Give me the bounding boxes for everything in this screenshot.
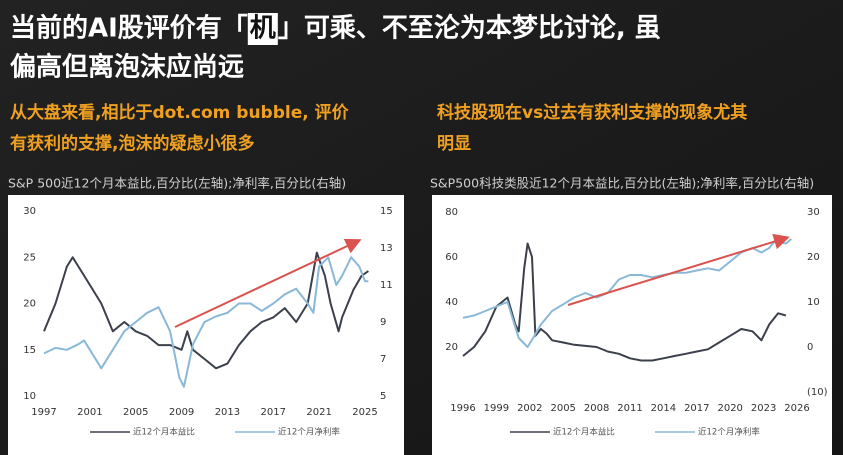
x-tick-label: 2005 xyxy=(550,403,575,414)
y-tick-label: 10 xyxy=(23,391,36,402)
chart-panel xyxy=(8,195,404,455)
y2-tick-label: 15 xyxy=(380,206,393,217)
x-tick-label: 2020 xyxy=(717,403,742,414)
y-tick-label: 30 xyxy=(23,206,36,217)
note: 明显 xyxy=(437,134,471,154)
y2-tick-label: 30 xyxy=(807,207,820,218)
chart-title: S&P 500近12个月本益比,百分比(左轴);净利率,百分比(右轴) xyxy=(8,176,346,191)
y2-tick-label: 9 xyxy=(380,317,386,328)
chart-title: S&P500科技类股近12个月本益比,百分比(左轴);净利率,百分比(右轴) xyxy=(430,176,814,191)
data-line xyxy=(43,256,369,388)
y-tick-label: 20 xyxy=(23,299,36,310)
x-tick-label: 2002 xyxy=(517,403,542,414)
title-text: 」可乘、不至沦为本梦比讨论, 虽 xyxy=(278,13,661,44)
x-tick-label: 2011 xyxy=(617,403,642,414)
x-tick-label: 2025 xyxy=(352,407,377,418)
x-tick-label: 2005 xyxy=(123,407,148,418)
x-tick-label: 2014 xyxy=(651,403,676,414)
note: 从大盘来看,相比于dot.com bubble, 评价 xyxy=(10,102,350,123)
x-tick-label: 2013 xyxy=(215,407,240,418)
data-line xyxy=(43,251,369,370)
x-tick-label: 1997 xyxy=(31,407,56,418)
title-text: 偏高但离泡沫应尚远 xyxy=(10,52,244,83)
title-text: 当前的AI股评价有「 xyxy=(10,13,248,44)
legend-label: 近12个月本益比 xyxy=(553,427,615,438)
y2-tick-label: 10 xyxy=(807,297,820,308)
y2-tick-label: 11 xyxy=(380,280,393,291)
x-tick-label: 2001 xyxy=(77,407,102,418)
x-tick-label: 2017 xyxy=(684,403,709,414)
x-tick-label: 1996 xyxy=(450,403,475,414)
y2-tick-label: 20 xyxy=(807,252,820,263)
legend-label: 近12个月本益比 xyxy=(133,427,195,438)
y-tick-label: 15 xyxy=(23,345,36,356)
x-tick-label: 2026 xyxy=(784,403,809,414)
legend-label: 近12个月净利率 xyxy=(698,427,760,438)
y2-tick-label: (10) xyxy=(807,387,828,398)
data-line xyxy=(462,242,787,362)
x-tick-label: 2017 xyxy=(261,407,286,418)
x-tick-label: 2009 xyxy=(169,407,194,418)
x-tick-label: 2021 xyxy=(306,407,331,418)
y2-tick-label: 0 xyxy=(807,342,813,353)
y2-tick-label: 7 xyxy=(380,354,386,365)
trend-arrow xyxy=(567,233,790,306)
x-tick-label: 2008 xyxy=(584,403,609,414)
y-tick-label: 40 xyxy=(445,297,458,308)
title-text: 机 xyxy=(250,14,276,44)
x-tick-label: 2023 xyxy=(751,403,776,414)
note: 有获利的支撑,泡沫的疑虑小很多 xyxy=(10,133,254,154)
y-tick-label: 60 xyxy=(445,252,458,263)
trend-arrow xyxy=(174,238,362,328)
y2-tick-label: 13 xyxy=(380,243,393,254)
legend-label: 近12个月净利率 xyxy=(278,427,340,438)
chart-panel xyxy=(432,195,832,455)
y2-tick-label: 5 xyxy=(380,391,386,402)
y-tick-label: 20 xyxy=(445,342,458,353)
y-tick-label: 80 xyxy=(445,207,458,218)
note: 科技股现在vs过去有获利支撑的现象尤其 xyxy=(437,102,747,123)
x-tick-label: 1999 xyxy=(484,403,509,414)
y-tick-label: 25 xyxy=(23,252,36,263)
title-highlight xyxy=(247,13,278,45)
